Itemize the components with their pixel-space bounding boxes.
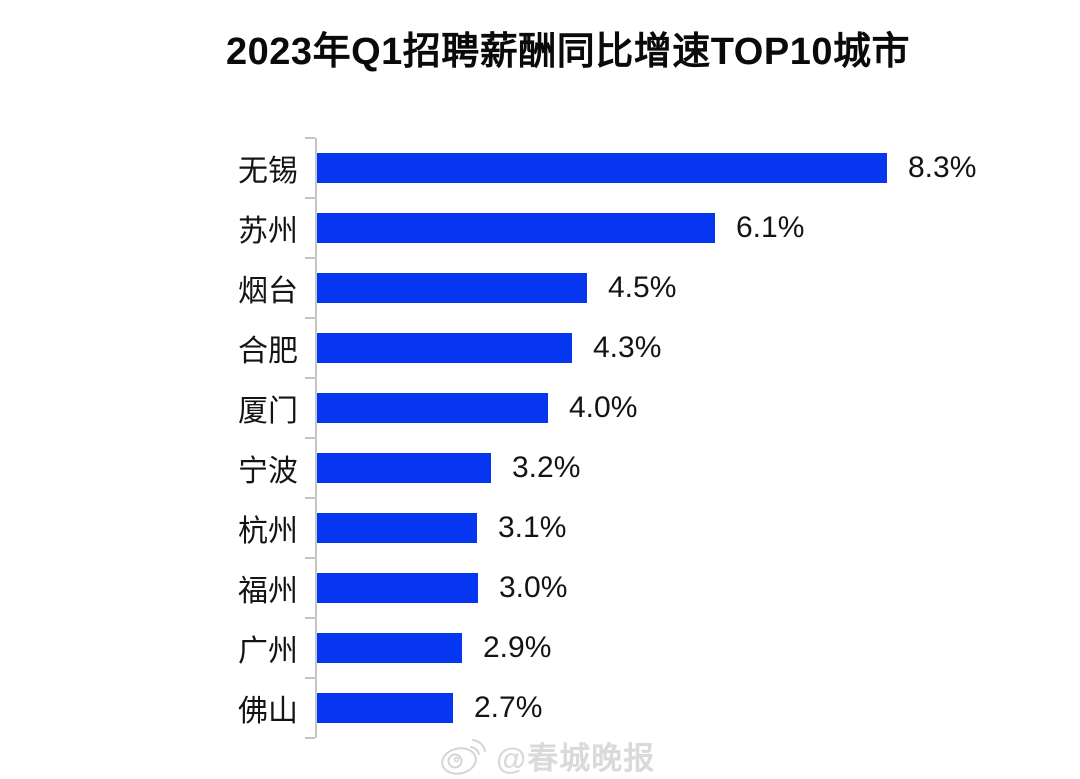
value-label: 3.0% (499, 571, 568, 604)
value-label: 4.0% (569, 391, 638, 424)
city-label: 无锡 (238, 155, 298, 188)
axis-tick (305, 197, 315, 199)
chart-row: 广州 2.9% (0, 618, 1080, 678)
bar (317, 693, 453, 723)
value-label: 2.9% (483, 631, 552, 664)
axis-tick (305, 737, 315, 739)
value-label: 3.2% (512, 451, 581, 484)
chart-row: 杭州 3.1% (0, 498, 1080, 558)
city-label: 佛山 (238, 695, 298, 728)
axis-tick (305, 497, 315, 499)
value-label: 6.1% (736, 211, 805, 244)
bar (317, 633, 462, 663)
city-label: 杭州 (238, 515, 298, 548)
chart-row: 无锡 8.3% (0, 138, 1080, 198)
axis-tick (305, 377, 315, 379)
value-label: 3.1% (498, 511, 567, 544)
chart-title: 2023年Q1招聘薪酬同比增速TOP10城市 (226, 31, 910, 73)
value-label: 4.5% (608, 271, 677, 304)
chart-row: 福州 3.0% (0, 558, 1080, 618)
city-label: 广州 (238, 635, 298, 668)
city-label: 厦门 (238, 395, 298, 428)
axis-tick (305, 257, 315, 259)
bar (317, 213, 715, 243)
city-label: 宁波 (238, 455, 298, 488)
chart-row: 佛山 2.7% (0, 678, 1080, 738)
city-label: 合肥 (238, 335, 298, 368)
bar (317, 513, 477, 543)
city-label: 苏州 (238, 215, 298, 248)
bar-chart: 无锡 8.3% 苏州 6.1% 烟台 4.5% 合肥 4.3% 厦门 4.0% 宁波 3.2% 杭州 3.… (0, 137, 1080, 739)
chart-row: 合肥 4.3% (0, 318, 1080, 378)
bar (317, 573, 478, 603)
axis-tick (305, 317, 315, 319)
chart-row: 厦门 4.0% (0, 378, 1080, 438)
city-label: 福州 (238, 575, 298, 608)
axis-tick (305, 557, 315, 559)
city-label: 烟台 (238, 275, 298, 308)
chart-row: 烟台 4.5% (0, 258, 1080, 318)
bar (317, 333, 572, 363)
weibo-icon (441, 739, 486, 775)
bar (317, 393, 548, 423)
watermark-text: @春城晚报 (496, 740, 656, 776)
y-axis-line (305, 137, 317, 739)
value-label: 4.3% (593, 331, 662, 364)
bar (317, 153, 887, 183)
chart-row: 苏州 6.1% (0, 198, 1080, 258)
bar (317, 453, 491, 483)
value-label: 8.3% (908, 151, 977, 184)
chart-row: 宁波 3.2% (0, 438, 1080, 498)
axis-tick (305, 677, 315, 679)
axis-tick (305, 437, 315, 439)
axis-tick (305, 617, 315, 619)
watermark: @春城晚报 (438, 732, 655, 778)
axis-tick (305, 137, 315, 139)
value-label: 2.7% (474, 691, 543, 724)
bar (317, 273, 587, 303)
